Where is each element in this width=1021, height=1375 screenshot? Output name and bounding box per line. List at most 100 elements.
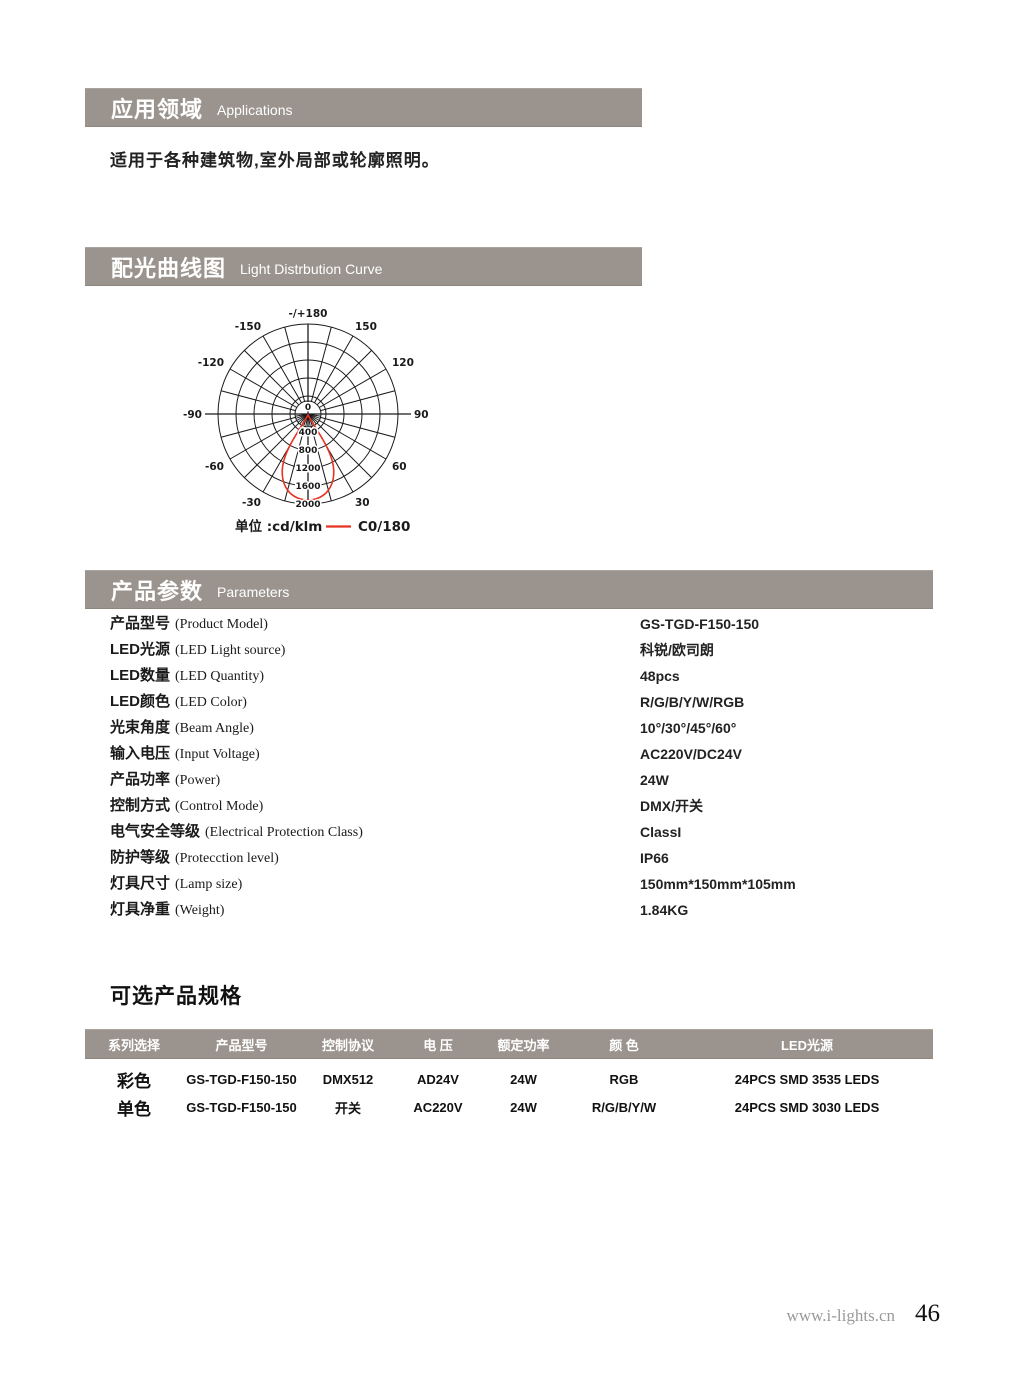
radial-label-0: 0 [305, 403, 311, 413]
table-row: 彩色 GS-TGD-F150-150 DMX512 AD24V 24W RGB … [85, 1065, 933, 1093]
angle-label-m120: -120 [198, 357, 224, 369]
section-bar-parameters: 产品参数 Parameters [85, 570, 933, 609]
parameter-row: 产品型号 (Product Model) GS-TGD-F150-150 [110, 611, 933, 637]
param-value: 1.84KG [640, 902, 689, 918]
options-table: 系列选择 产品型号 控制协议 电 压 额定功率 颜 色 LED光源 彩色 GS-… [85, 1029, 933, 1121]
cell-protocol: 开关 [334, 1100, 361, 1116]
param-value: R/G/B/Y/W/RGB [640, 694, 745, 710]
cell-model: GS-TGD-F150-150 [186, 1071, 297, 1087]
footer-page-number: 46 [915, 1300, 940, 1327]
section-title-en: Applications [217, 101, 293, 118]
angle-label-m30: -30 [242, 497, 261, 509]
col-header-model: 产品型号 [215, 1037, 268, 1053]
param-label-cn: 防护等级 [110, 849, 171, 866]
col-header-series: 系列选择 [107, 1037, 160, 1053]
radial-label-2000: 2000 [295, 500, 320, 510]
param-label-en: (Weight) [175, 903, 225, 918]
param-label-cn: LED数量 [110, 667, 171, 684]
parameter-row: LED数量 (LED Quantity) 48pcs [110, 663, 933, 689]
param-label-en: (LED Color) [175, 695, 247, 710]
section-title-cn: 应用领域 [111, 96, 204, 122]
param-label-en: (LED Light source) [175, 643, 286, 658]
param-label-en: (Input Voltage) [175, 747, 260, 762]
param-label-cn: 灯具净重 [110, 901, 171, 918]
parameter-row: 光束角度 (Beam Angle) 10°/30°/45°/60° [110, 715, 933, 741]
param-value: 科锐/欧司朗 [640, 642, 714, 658]
param-value: 48pcs [640, 668, 680, 684]
angle-label-90: 90 [414, 409, 429, 421]
param-label-cn: LED颜色 [110, 693, 171, 710]
parameters-list: 产品型号 (Product Model) GS-TGD-F150-150 LED光源… [110, 611, 933, 923]
footer-website: www.i-lights.cn [786, 1306, 895, 1325]
param-label-cn: 产品型号 [110, 615, 171, 632]
param-label-en: (Power) [175, 773, 221, 788]
param-label-en: (Product Model) [175, 617, 268, 632]
cell-color: RGB [609, 1071, 639, 1087]
applications-text: 适用于各种建筑物,室外局部或轮廓照明。 [110, 151, 440, 170]
section-title-en: Light Distrbution Curve [240, 260, 383, 277]
parameter-row: 产品功率 (Power) 24W [110, 767, 933, 793]
col-header-protocol: 控制协议 [321, 1037, 374, 1053]
angle-label-120: 120 [392, 357, 414, 369]
options-table-body: 彩色 GS-TGD-F150-150 DMX512 AD24V 24W RGB … [85, 1065, 933, 1121]
param-value: 24W [640, 772, 669, 788]
param-value: 10°/30°/45°/60° [640, 720, 737, 736]
param-value: IP66 [640, 850, 669, 866]
section-title-cn: 产品参数 [111, 578, 204, 604]
param-value: GS-TGD-F150-150 [640, 616, 760, 632]
angle-label-m150: -150 [235, 321, 261, 333]
radial-label-400: 400 [299, 428, 318, 438]
cell-protocol: DMX512 [322, 1071, 374, 1087]
cell-led: 24PCS SMD 3030 LEDS [734, 1099, 880, 1115]
parameter-row: 控制方式 (Control Mode) DMX/开关 [110, 793, 933, 819]
cell-series: 彩色 [117, 1071, 151, 1091]
param-label-cn: 产品功率 [110, 771, 171, 788]
legend-series-label: C0/180 [358, 519, 410, 535]
col-header-color: 颜 色 [609, 1037, 639, 1053]
param-label-en: (LED Quantity) [175, 669, 265, 684]
col-header-power: 额定功率 [497, 1037, 550, 1053]
options-table-header: 系列选择 产品型号 控制协议 电 压 额定功率 颜 色 LED光源 [85, 1029, 933, 1059]
section-bar-applications: 应用领域 Applications [85, 88, 642, 127]
parameter-row: LED光源 (LED Light source) 科锐/欧司朗 [110, 637, 933, 663]
cell-model: GS-TGD-F150-150 [186, 1099, 297, 1115]
cell-color: R/G/B/Y/W [591, 1099, 657, 1115]
cell-power: 24W [510, 1071, 537, 1087]
angle-label-180: -/+180 [289, 308, 328, 320]
parameter-row: 防护等级 (Protecction level) IP66 [110, 845, 933, 871]
param-label-en: (Protecction level) [175, 851, 279, 866]
param-label-cn: 输入电压 [110, 745, 171, 762]
cell-voltage: AC220V [413, 1099, 463, 1115]
cell-voltage: AD24V [417, 1071, 459, 1087]
param-label-en: (Electrical Protection Class) [205, 825, 363, 840]
param-label-cn: 控制方式 [110, 797, 171, 814]
angle-tick-labels: -/+180 -150 150 -120 120 -90 90 -60 60 -… [183, 308, 429, 509]
param-label-en: (Beam Angle) [175, 721, 254, 736]
parameter-row: 输入电压 (Input Voltage) AC220V/DC24V [110, 741, 933, 767]
param-label-cn: 灯具尺寸 [110, 875, 171, 892]
table-row: 单色 GS-TGD-F150-150 开关 AC220V 24W R/G/B/Y… [85, 1093, 933, 1121]
param-value: 150mm*150mm*105mm [640, 876, 796, 892]
radial-label-800: 800 [299, 446, 318, 456]
section-title-cn: 配光曲线图 [111, 255, 227, 281]
param-value: AC220V/DC24V [640, 746, 742, 762]
angle-label-30: 30 [355, 497, 370, 509]
angle-label-60: 60 [392, 461, 407, 473]
param-label-cn: 光束角度 [110, 719, 171, 736]
radial-label-1600: 1600 [295, 482, 320, 492]
angle-label-m90: -90 [183, 409, 202, 421]
unit-label: 单位 :cd/klm [235, 518, 322, 535]
col-header-voltage: 电 压 [423, 1037, 453, 1053]
light-distribution-polar-chart: -/+180 -150 150 -120 120 -90 90 -60 60 -… [183, 308, 429, 535]
parameter-row: 电气安全等级 (Electrical Protection Class) Class… [110, 819, 933, 845]
parameter-row: 灯具尺寸 (Lamp size) 150mm*150mm*105mm [110, 871, 933, 897]
param-label-en: (Lamp size) [175, 877, 243, 892]
cell-power: 24W [510, 1099, 537, 1115]
section-bar-curve: 配光曲线图 Light Distrbution Curve [85, 247, 642, 286]
param-value: DMX/开关 [640, 798, 703, 814]
param-label-cn: LED光源 [110, 641, 171, 658]
col-header-led: LED光源 [780, 1037, 833, 1053]
beam-lobe-c0-180 [281, 413, 335, 501]
polar-grid-spokes [218, 324, 398, 504]
